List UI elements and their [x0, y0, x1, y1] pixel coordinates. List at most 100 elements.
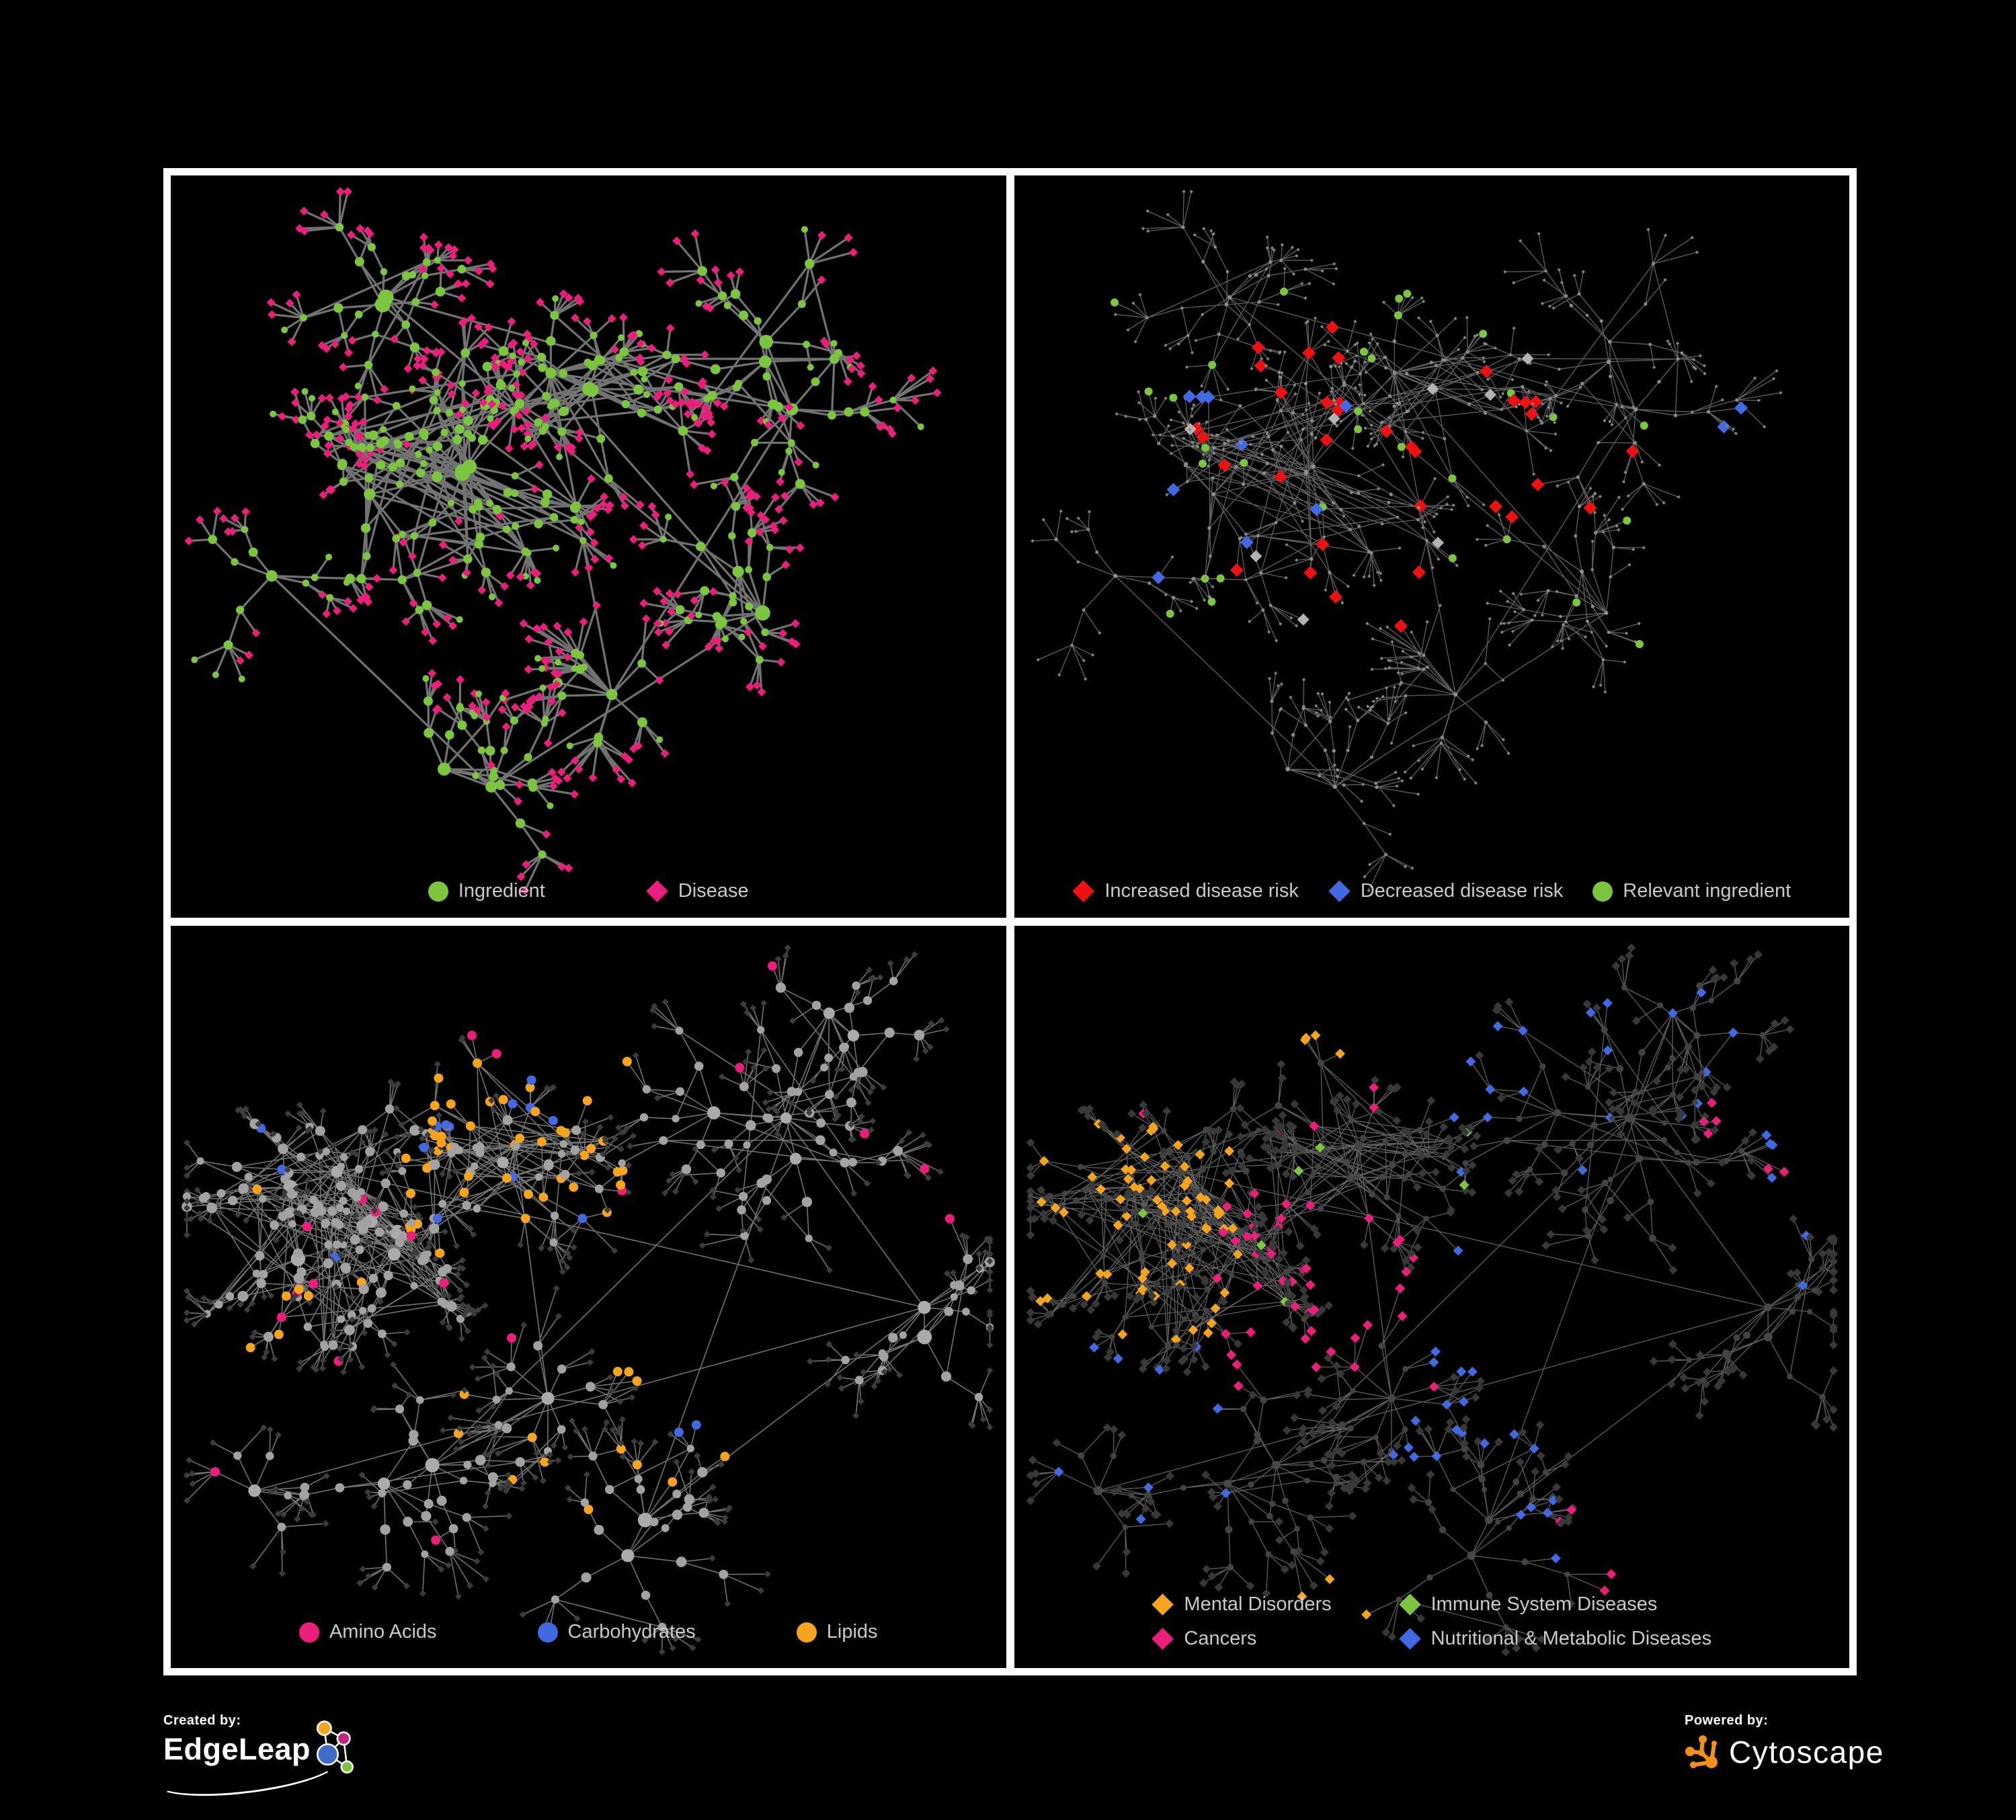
- legend-label: Immune System Diseases: [1430, 1593, 1658, 1616]
- network-node: [680, 387, 690, 396]
- created-by-label: Created by:: [163, 1713, 241, 1728]
- network-node: [871, 1382, 878, 1390]
- network-node: [1180, 1235, 1190, 1244]
- network-node: [358, 1471, 366, 1478]
- network-node: [600, 492, 609, 502]
- network-node: [1232, 1359, 1242, 1370]
- network-node: [1280, 1565, 1289, 1574]
- network-node: [1291, 1150, 1298, 1157]
- network-node: [337, 1162, 346, 1171]
- network-node: [1733, 978, 1740, 985]
- network-node: [1281, 1497, 1289, 1505]
- network-node: [1189, 422, 1203, 436]
- network-node: [662, 350, 672, 360]
- network-node: [1388, 659, 1392, 663]
- network-node: [1031, 1479, 1041, 1489]
- network-node: [543, 738, 553, 748]
- network-node: [319, 1357, 327, 1364]
- network-node: [1425, 665, 1429, 669]
- network-node: [340, 1368, 348, 1376]
- network-node: [1385, 625, 1389, 629]
- network-node: [1030, 539, 1035, 543]
- network-node: [1164, 1519, 1174, 1528]
- network-node: [488, 593, 495, 600]
- network-node: [1299, 438, 1303, 442]
- network-node: [637, 717, 647, 727]
- network-node: [1201, 574, 1209, 583]
- network-node: [1200, 1277, 1209, 1287]
- network-node: [452, 1446, 460, 1453]
- network-node: [1303, 1477, 1310, 1484]
- network-node: [288, 1220, 296, 1228]
- cytoscape-icon-node: [1711, 1741, 1717, 1746]
- network-node: [1511, 280, 1515, 285]
- network-node: [653, 627, 663, 637]
- network-node: [329, 1327, 336, 1334]
- network-node: [776, 658, 786, 667]
- network-node: [266, 569, 278, 582]
- network-node: [1207, 1571, 1216, 1581]
- network-node: [507, 1333, 517, 1343]
- network-node: [476, 1423, 483, 1431]
- network-node: [682, 1503, 692, 1512]
- network-node: [1266, 1130, 1276, 1140]
- network-node: [1496, 513, 1501, 517]
- network-node: [1505, 599, 1509, 604]
- network-node: [584, 563, 594, 572]
- network-node: [383, 1270, 393, 1281]
- network-node: [694, 1062, 704, 1071]
- network-node: [594, 732, 604, 742]
- network-node: [745, 1048, 752, 1056]
- network-node: [586, 1359, 594, 1366]
- network-node: [1370, 667, 1374, 672]
- network-node: [1360, 413, 1364, 418]
- network-node: [432, 471, 443, 483]
- network-node: [1748, 1127, 1757, 1137]
- network-node: [1264, 1551, 1271, 1558]
- network-node: [1199, 1165, 1206, 1173]
- network-node: [368, 430, 378, 440]
- network-node: [542, 656, 551, 666]
- network-node: [445, 1562, 452, 1569]
- network-node: [241, 1112, 248, 1119]
- network-node: [331, 408, 339, 416]
- network-node: [557, 691, 567, 701]
- network-node: [629, 535, 638, 544]
- legend-item-carbohydrates: Carbohydrates: [537, 1620, 696, 1644]
- network-node: [1338, 508, 1342, 512]
- network-node: [1090, 653, 1094, 657]
- network-node: [1396, 671, 1400, 675]
- network-node: [395, 1162, 402, 1170]
- network-node: [1314, 704, 1318, 708]
- network-node: [534, 519, 543, 528]
- network-node: [304, 1187, 311, 1195]
- network-node: [1689, 1004, 1696, 1011]
- network-node: [348, 1316, 356, 1323]
- network-node: [1418, 1169, 1427, 1178]
- network-node: [1303, 296, 1307, 301]
- network-node: [285, 299, 294, 308]
- network-node: [1254, 387, 1258, 391]
- network-node: [812, 461, 819, 469]
- network-node: [1110, 1453, 1117, 1460]
- network-node: [524, 634, 534, 643]
- network-node: [436, 1111, 443, 1119]
- network-node: [755, 527, 764, 537]
- network-node: [1265, 461, 1269, 466]
- network-node: [1305, 1279, 1316, 1290]
- network-node: [665, 513, 672, 520]
- network-node: [1339, 1484, 1348, 1493]
- network-node: [606, 1374, 614, 1381]
- network-node: [1383, 1458, 1393, 1467]
- network-node: [273, 1195, 280, 1203]
- network-node: [337, 1355, 345, 1363]
- network-node: [1220, 1329, 1231, 1339]
- network-node: [581, 1572, 592, 1583]
- network-node: [1356, 491, 1360, 496]
- network-node: [422, 675, 430, 682]
- network-node: [196, 1157, 204, 1165]
- network-node: [337, 1315, 346, 1323]
- cytoscape-icon-node: [1690, 1762, 1697, 1768]
- network-node: [1363, 393, 1367, 397]
- network-node: [1568, 1140, 1576, 1148]
